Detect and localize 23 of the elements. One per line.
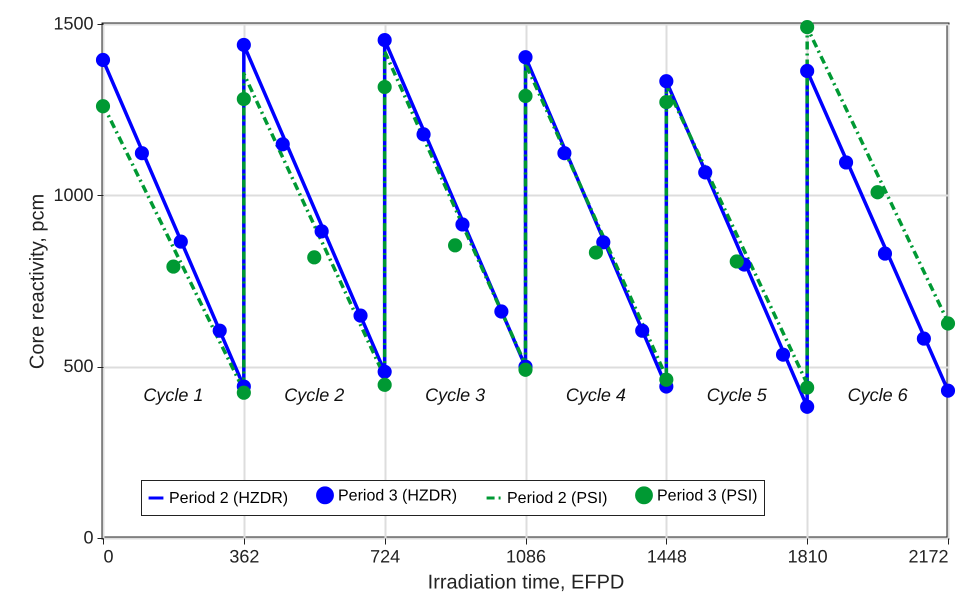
x-tick-label: 1086 xyxy=(506,546,546,566)
x-tick-label: 2172 xyxy=(908,546,948,566)
legend-label: Period 2 (HZDR) xyxy=(169,490,288,507)
x-tick-label: 724 xyxy=(370,546,400,566)
x-tick-label: 0 xyxy=(104,546,114,566)
y-axis-title: Core reactivity, pcm xyxy=(26,194,48,370)
annotation: Cycle 5 xyxy=(706,385,768,405)
legend-label: Period 3 (PSI) xyxy=(657,487,758,504)
y-tick-label: 1000 xyxy=(53,184,94,205)
legend-label: Period 2 (PSI) xyxy=(507,490,608,507)
legend-label: Period 3 (HZDR) xyxy=(338,487,458,504)
x-tick-label: 362 xyxy=(229,546,260,566)
x-axis-title: Irradiation time, EFPD xyxy=(428,572,624,594)
x-tick-label: 1810 xyxy=(788,546,828,566)
annotation: Cycle 6 xyxy=(848,385,909,405)
y-tick-label: 500 xyxy=(63,356,94,376)
annotation: Cycle 4 xyxy=(566,385,626,405)
annotation: Cycle 1 xyxy=(143,385,204,405)
annotation: Cycle 3 xyxy=(425,385,486,405)
annotation: Cycle 2 xyxy=(284,385,344,405)
x-tick-label: 1448 xyxy=(646,546,687,566)
y-tick-label: 1500 xyxy=(53,14,94,34)
y-tick-label: 0 xyxy=(83,528,94,548)
